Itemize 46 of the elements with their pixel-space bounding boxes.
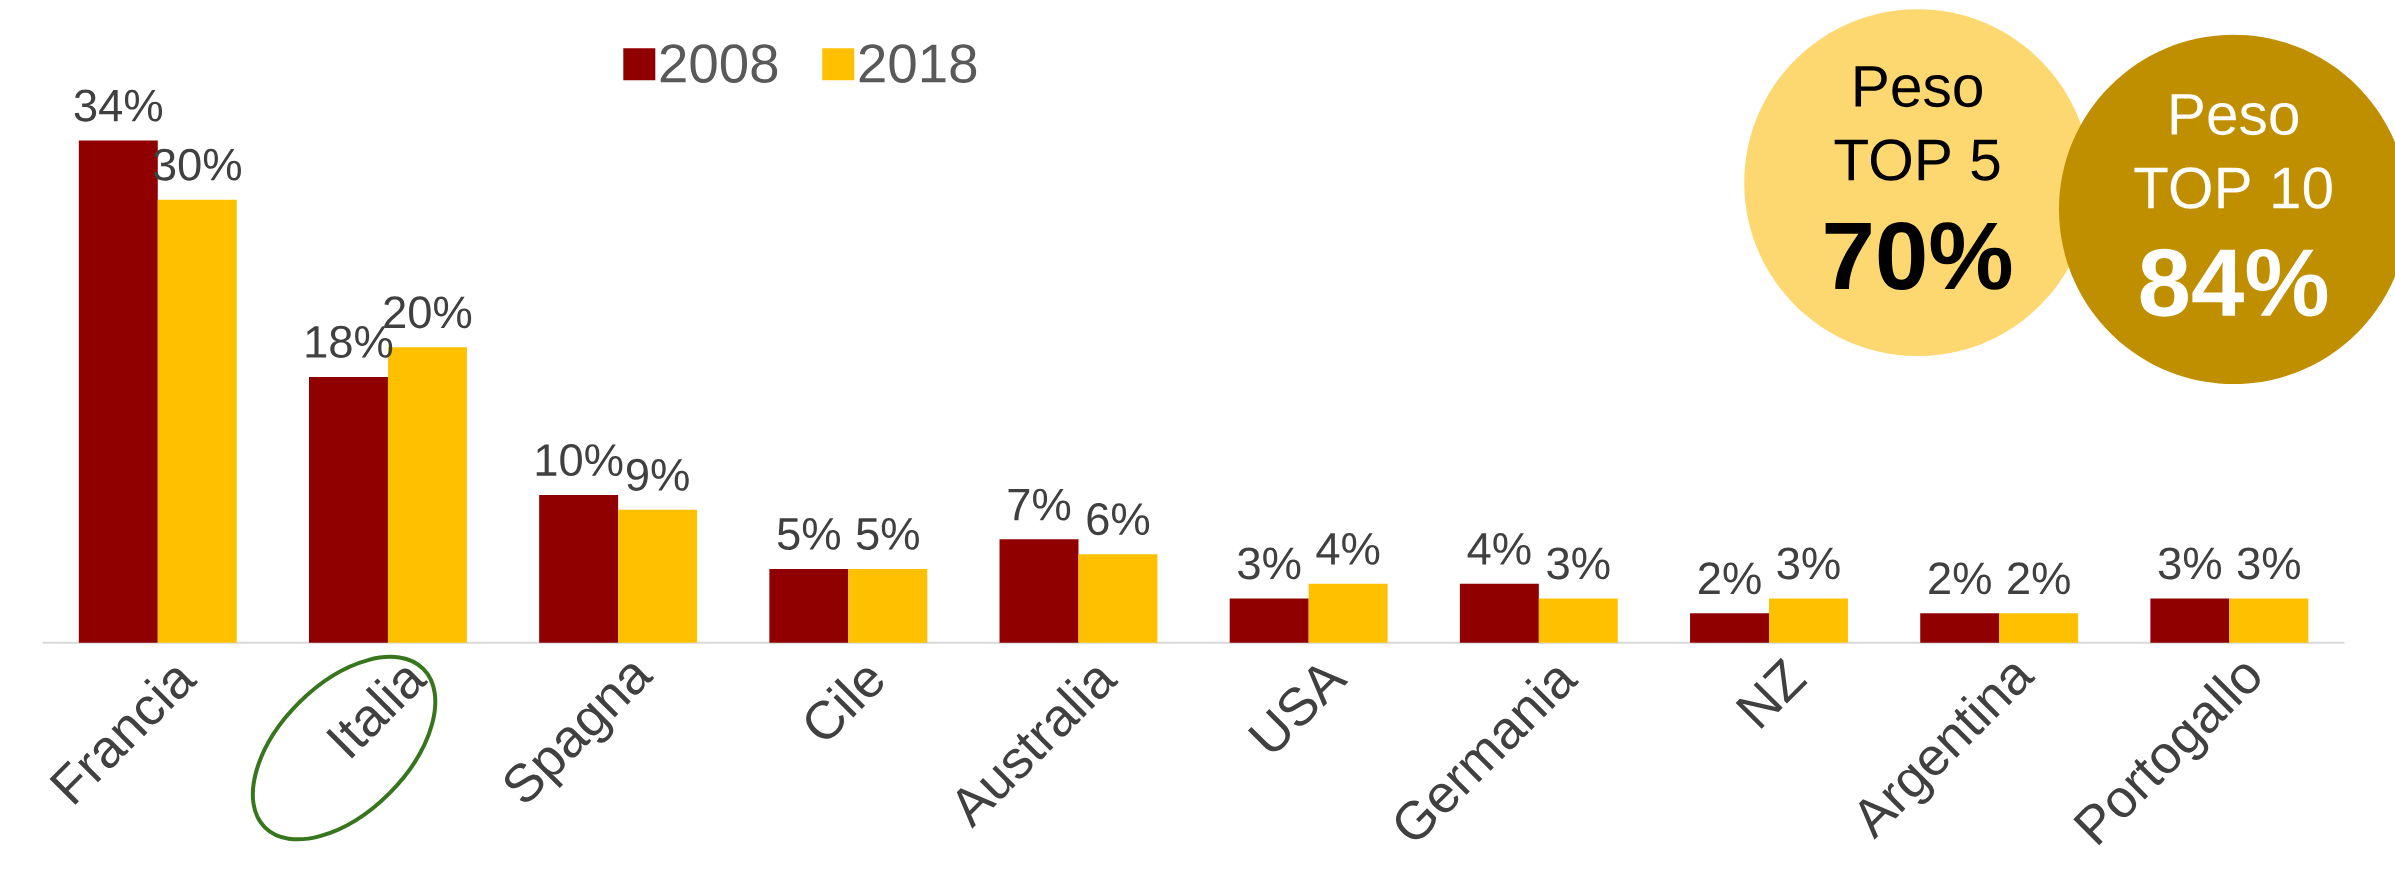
annotation: TOP 5 xyxy=(1834,139,2000,181)
data-label: 3% xyxy=(1547,547,1610,580)
data-label: 3% xyxy=(1238,547,1301,580)
bar xyxy=(769,569,849,643)
x-tick-label: Cile xyxy=(806,668,883,739)
x-tick-label: USA xyxy=(1247,666,1349,752)
text: Peso xyxy=(2171,94,2299,136)
data-label: 2% xyxy=(1699,562,1761,595)
data-label: 34% xyxy=(74,89,163,122)
annotation: 70% xyxy=(1825,222,2012,291)
data-label: 10% xyxy=(536,444,623,477)
bar xyxy=(157,199,237,643)
bar xyxy=(2150,598,2230,643)
bar xyxy=(309,377,388,643)
legend-label: 2018 xyxy=(859,44,977,83)
bar xyxy=(618,509,698,643)
data-label: 2% xyxy=(1929,562,1991,595)
data-label: 3% xyxy=(2237,547,2300,580)
data-label: 5% xyxy=(856,518,919,551)
bar xyxy=(2229,598,2309,643)
data-label: 3% xyxy=(2158,547,2222,580)
legend-label: 2008 xyxy=(660,44,778,83)
annotation: 84% xyxy=(2140,248,2328,317)
bar xyxy=(539,495,619,643)
bar xyxy=(1078,554,1158,643)
bar xyxy=(1769,598,1848,643)
bar xyxy=(1229,598,1309,643)
data-label: 4% xyxy=(1467,533,1531,565)
data-label: 9% xyxy=(626,458,689,491)
data-label: 2% xyxy=(2008,562,2070,595)
bar xyxy=(1999,613,2079,643)
data-label: 4% xyxy=(1316,533,1380,565)
data-label: 3% xyxy=(1777,547,1840,580)
text: Peso xyxy=(1855,66,1982,108)
bar xyxy=(1690,613,1769,643)
annotation: TOP 10 xyxy=(2134,167,2332,209)
data-label: 5% xyxy=(777,518,840,551)
bar xyxy=(1920,613,2000,643)
bar xyxy=(999,539,1079,643)
bar xyxy=(1308,583,1388,643)
data-label: 7% xyxy=(1008,488,1071,521)
bar xyxy=(848,569,928,643)
data-label: 6% xyxy=(1087,503,1150,536)
bar xyxy=(1538,598,1618,643)
bar xyxy=(1459,583,1539,643)
x-tick-label: NZ xyxy=(1735,657,1808,729)
